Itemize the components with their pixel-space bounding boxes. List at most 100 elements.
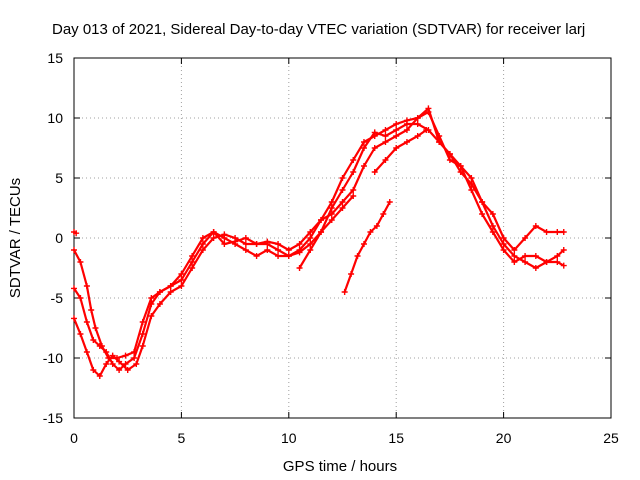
grid [74,58,611,418]
data-point [328,205,335,211]
data-point [210,229,217,235]
chart-title: Day 013 of 2021, Sidereal Day-to-day VTE… [52,21,585,38]
data-point [436,139,443,145]
data-point [116,367,123,373]
data-point [103,349,110,355]
data-point [318,229,325,235]
data-point [479,211,486,217]
series-3 [71,105,567,379]
data-point [210,235,217,241]
data-point [167,289,174,295]
axis-ticks: 0 5 10 15 20 25 -15 -10 -5 0 5 10 15 [43,50,619,446]
y-tick-label: 5 [55,170,63,186]
data-point [341,289,348,295]
data-point [382,133,389,139]
data-point [167,283,174,289]
y-tick-label: 0 [55,230,63,246]
data-point [178,277,185,283]
data-point [199,235,206,241]
data-point [253,253,260,259]
data-point [479,199,486,205]
data-point [403,127,410,133]
x-tick-label: 5 [178,430,186,446]
data-point [339,175,346,181]
data-point [133,361,140,367]
data-point [532,265,539,271]
data-point [468,175,475,181]
data-point [307,235,314,241]
data-point [560,262,567,269]
data-point [90,337,97,343]
data-point [522,259,529,265]
x-axis-label: GPS time / hours [283,458,397,475]
data-point [386,199,393,205]
data-point [414,133,421,139]
data-point [382,157,389,163]
y-tick-label: -5 [51,290,64,306]
data-point [350,157,357,163]
data-point [554,259,561,265]
data-point [522,235,529,241]
data-point [382,127,389,133]
data-point [339,187,346,193]
data-point [457,163,464,169]
x-tick-label: 10 [281,430,297,446]
data-point [371,169,378,175]
series-group [71,105,567,379]
data-point [242,247,249,253]
data-point [414,115,421,121]
y-tick-label: -10 [43,350,63,366]
data-point [371,129,378,136]
data-point [71,247,77,253]
data-point [242,235,249,241]
data-point [393,133,400,139]
data-point [532,223,539,229]
data-point [489,229,496,235]
data-point [156,301,163,307]
data-point [511,253,518,259]
data-point [92,325,99,331]
data-point [253,241,260,247]
data-point [285,253,292,259]
data-point [232,241,239,247]
data-point [339,199,346,205]
data-point [500,247,507,253]
data-point [318,217,325,223]
series-4 [341,199,393,295]
series-7 [71,229,80,237]
data-point [554,253,561,259]
data-point [156,289,163,295]
data-point [393,145,400,151]
data-point [414,121,421,127]
data-point [423,127,430,133]
data-point [221,231,228,238]
data-point [380,211,387,217]
data-point [77,331,84,337]
data-point [393,121,400,127]
data-point [116,358,123,365]
data-point [148,313,155,319]
data-point [189,253,196,259]
data-point [339,205,346,211]
data-point [264,247,271,253]
series-6 [371,127,430,175]
data-point [77,295,84,301]
data-point [446,157,453,163]
data-point [307,229,314,235]
data-point [403,139,410,145]
series-line [373,128,428,174]
data-point [500,235,507,241]
x-tick-label: 25 [603,430,619,446]
data-point [88,307,95,313]
data-point [199,247,206,253]
data-point [109,352,116,359]
x-tick-label: 20 [496,430,512,446]
data-point [139,331,146,337]
data-point [71,315,77,322]
data-point [242,241,249,247]
data-point [348,271,355,277]
data-point [393,127,400,133]
data-point [275,253,282,259]
data-point [232,235,239,241]
